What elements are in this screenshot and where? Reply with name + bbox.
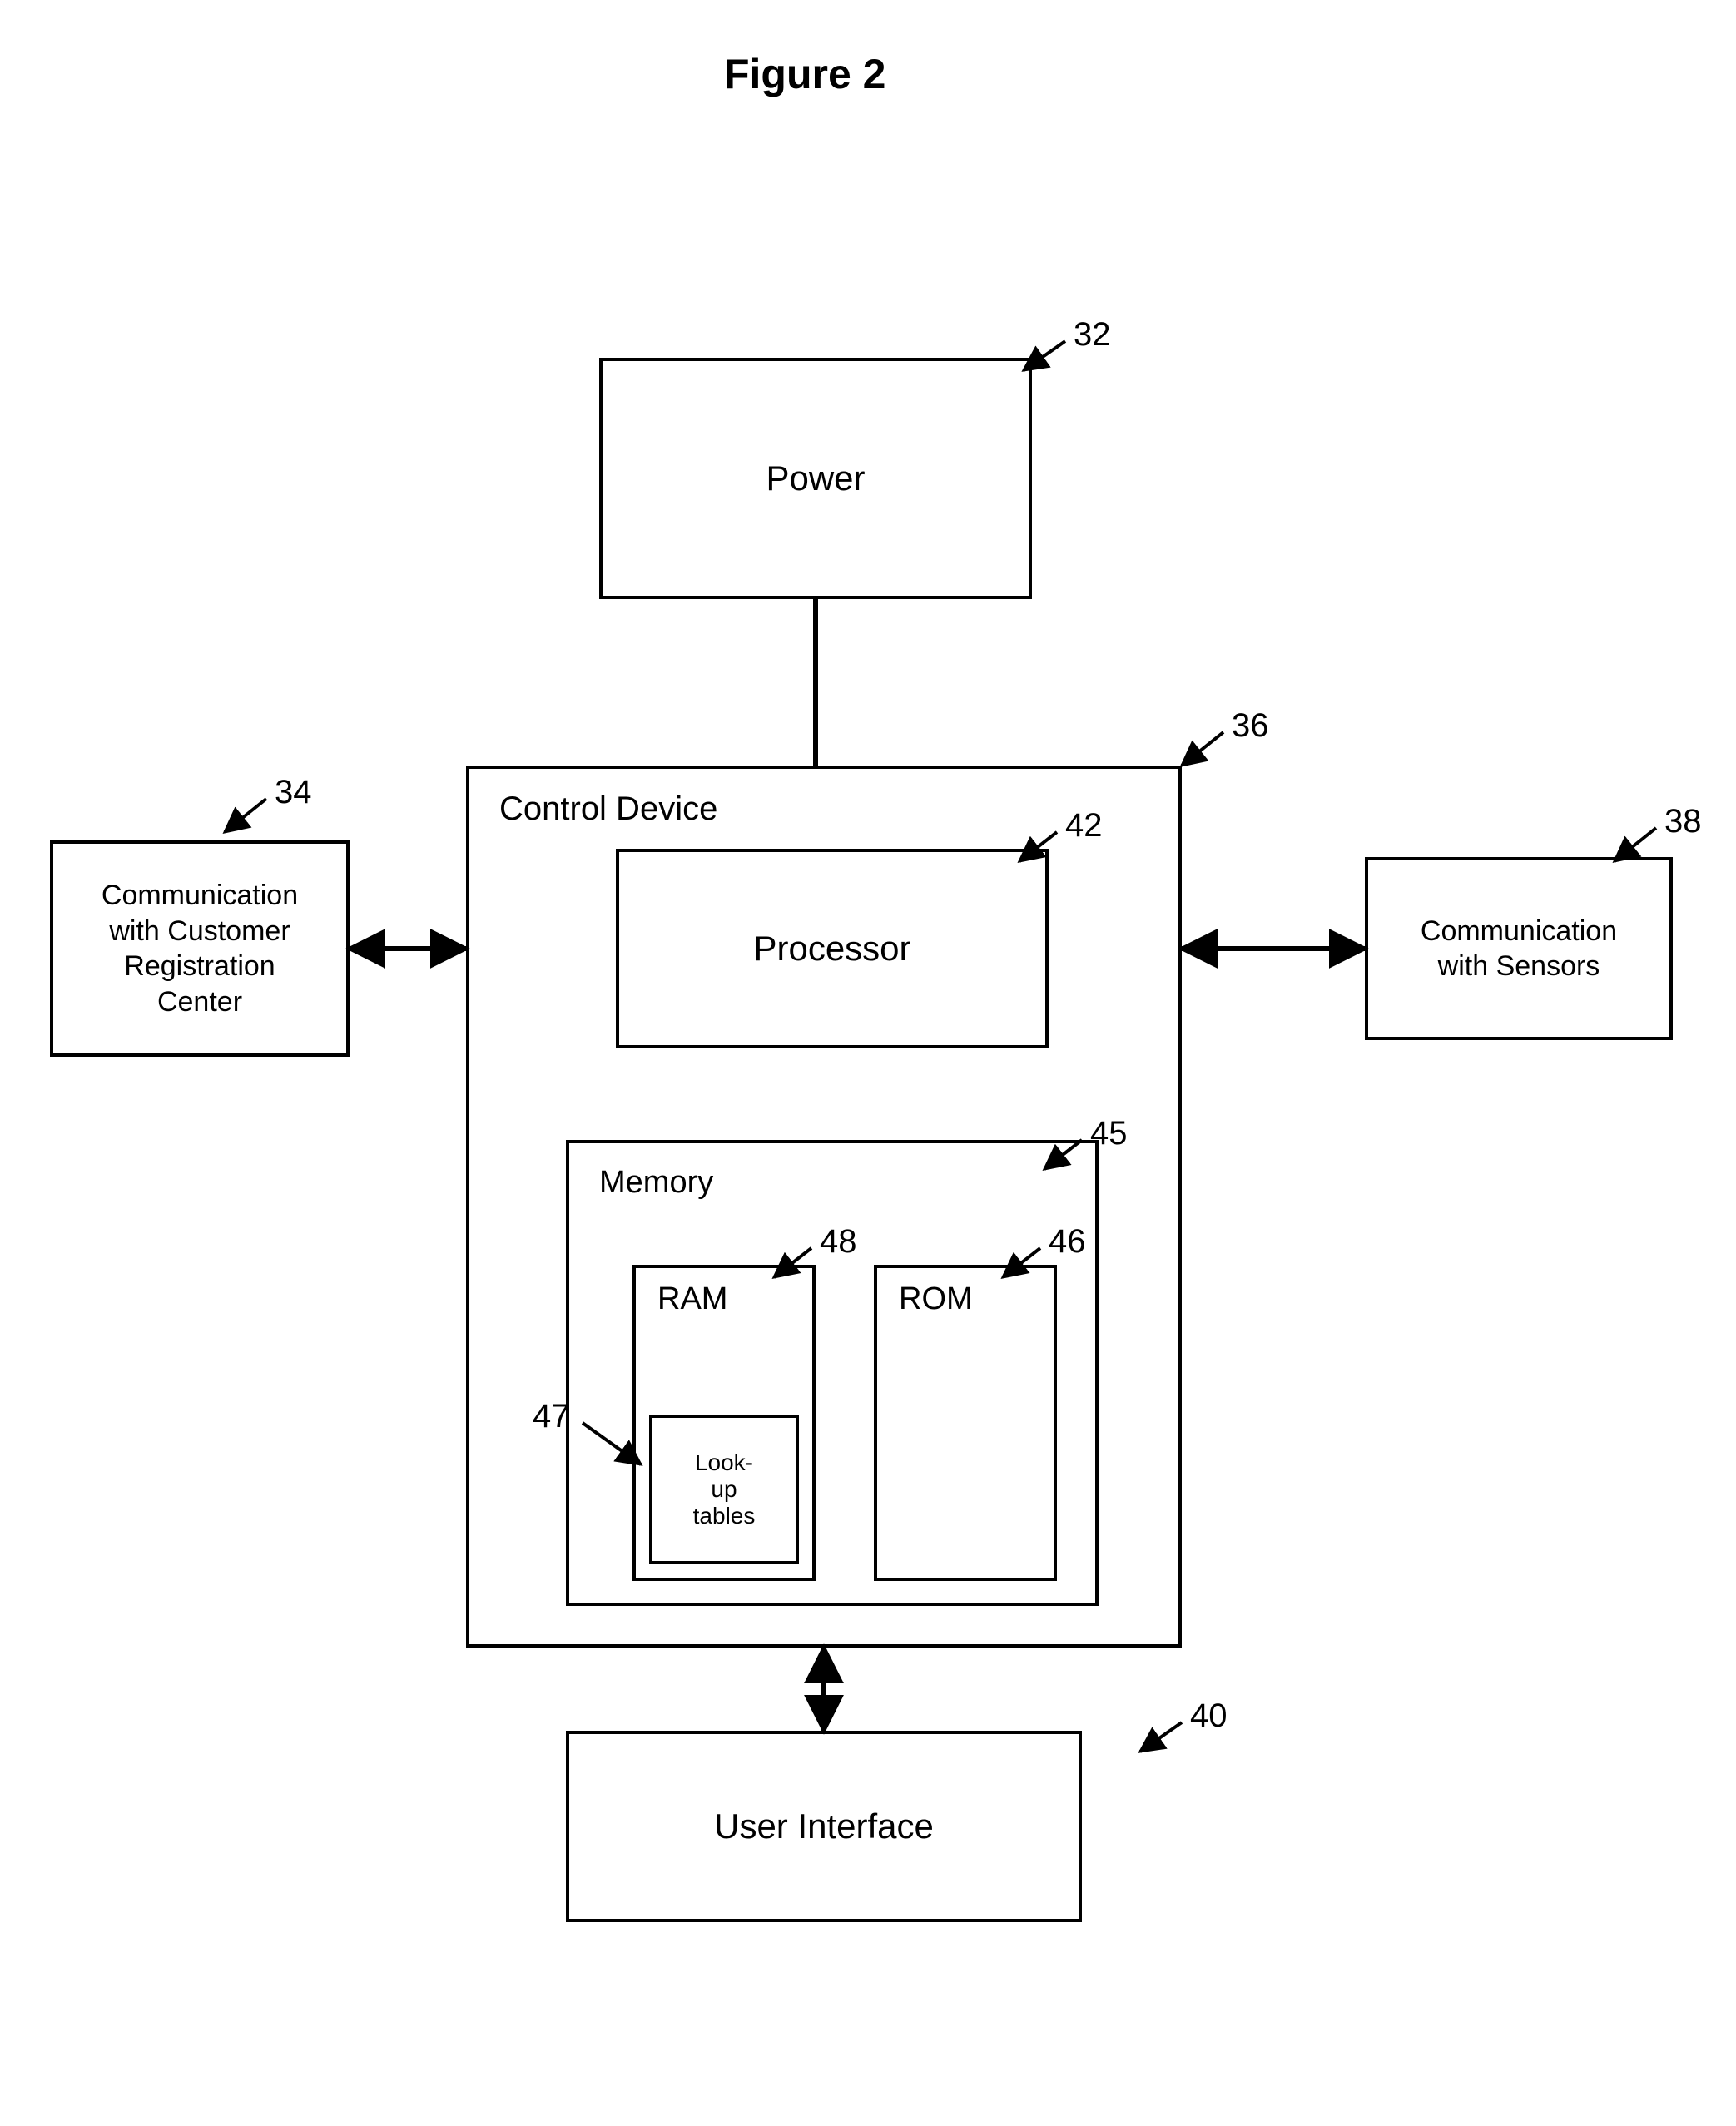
ram-label: RAM <box>657 1281 727 1317</box>
figure-title: Figure 2 <box>724 50 885 98</box>
ref-48: 48 <box>820 1223 857 1261</box>
communication-sensors-label: Communication with Sensors <box>1421 914 1617 984</box>
power-label: Power <box>766 458 865 498</box>
ref-42: 42 <box>1065 807 1103 845</box>
ref-36: 36 <box>1232 707 1269 745</box>
user-interface-box: User Interface <box>566 1731 1082 1922</box>
ref-32: 32 <box>1074 316 1111 354</box>
control-device-label: Control Device <box>499 790 717 828</box>
ref-38: 38 <box>1664 803 1702 840</box>
ref-45: 45 <box>1090 1115 1128 1152</box>
ref-34: 34 <box>275 774 312 811</box>
processor-box: Processor <box>616 849 1049 1048</box>
communication-sensors-box: Communication with Sensors <box>1365 857 1673 1040</box>
lookup-tables-box: Look- up tables <box>649 1415 799 1564</box>
power-box: Power <box>599 358 1032 599</box>
communication-customer-label: Communication with Customer Registration… <box>102 878 298 1019</box>
ref-47: 47 <box>533 1398 570 1435</box>
diagram-canvas: Figure 2 Power Control Device Processor … <box>0 0 1736 2126</box>
ref-46: 46 <box>1049 1223 1086 1261</box>
ref-40: 40 <box>1190 1697 1228 1735</box>
rom-label: ROM <box>899 1281 973 1317</box>
communication-customer-box: Communication with Customer Registration… <box>50 840 350 1057</box>
lookup-tables-label: Look- up tables <box>693 1450 756 1530</box>
processor-label: Processor <box>753 929 910 969</box>
user-interface-label: User Interface <box>714 1806 934 1846</box>
memory-label: Memory <box>599 1165 713 1201</box>
